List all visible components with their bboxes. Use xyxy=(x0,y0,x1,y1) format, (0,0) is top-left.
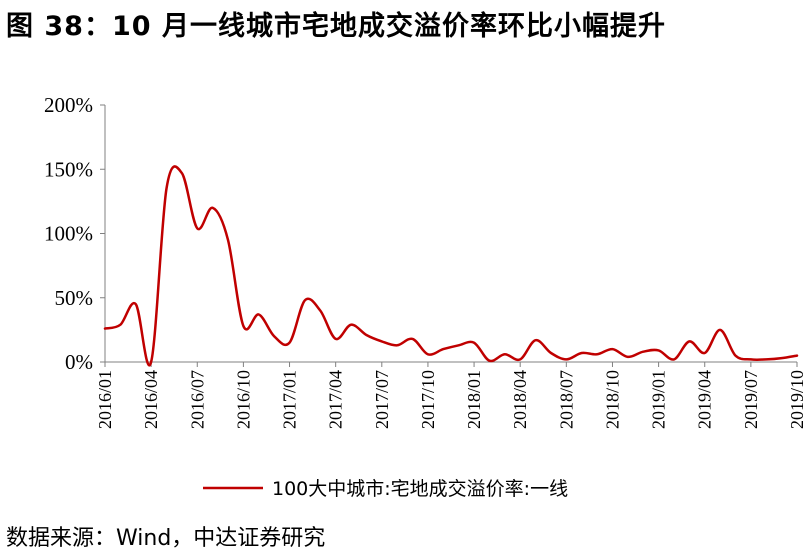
chart-series xyxy=(103,165,799,367)
y-axis-ticks: 0% 50% 100% 150% 200% xyxy=(44,93,105,374)
x-tick-label: 2018/10 xyxy=(602,370,622,429)
x-tick-label: 2018/07 xyxy=(556,370,576,429)
x-tick-label: 2017/10 xyxy=(418,370,438,429)
x-tick-label: 2016/01 xyxy=(95,370,115,429)
x-tick-label: 2019/01 xyxy=(649,370,669,429)
x-tick-label: 2016/10 xyxy=(233,370,253,429)
x-tick-label: 2017/01 xyxy=(280,370,300,429)
x-tick-label: 2018/04 xyxy=(510,370,530,429)
chart-axes xyxy=(104,105,797,363)
y-tick-label: 150% xyxy=(44,157,93,181)
y-tick-label: 200% xyxy=(44,93,93,117)
x-tick-label: 2018/01 xyxy=(464,370,484,429)
y-tick-label: 100% xyxy=(44,222,93,246)
x-tick-label: 2016/07 xyxy=(187,370,207,429)
y-tick-label: 0% xyxy=(65,350,93,374)
series-line-tier1 xyxy=(103,165,799,367)
x-tick-label: 2017/07 xyxy=(372,370,392,429)
x-tick-label: 2019/10 xyxy=(787,370,807,429)
x-axis-ticks: 2016/01 2016/04 2016/07 2016/10 2017/01 2017/… xyxy=(95,362,807,429)
legend-label: 100大中城市:宅地成交溢价率:一线 xyxy=(272,478,568,500)
x-tick-label: 2017/04 xyxy=(326,370,346,429)
x-tick-label: 2019/07 xyxy=(741,370,761,429)
data-source-note: 数据来源：Wind，中达证券研究 xyxy=(6,526,326,551)
x-tick-label: 2016/04 xyxy=(141,370,161,429)
x-tick-label: 2019/04 xyxy=(695,370,715,429)
chart-legend: 100大中城市:宅地成交溢价率:一线 xyxy=(203,478,568,500)
figure-title: 图 38：10 月一线城市宅地成交溢价率环比小幅提升 xyxy=(6,11,666,42)
y-tick-label: 50% xyxy=(55,286,94,310)
